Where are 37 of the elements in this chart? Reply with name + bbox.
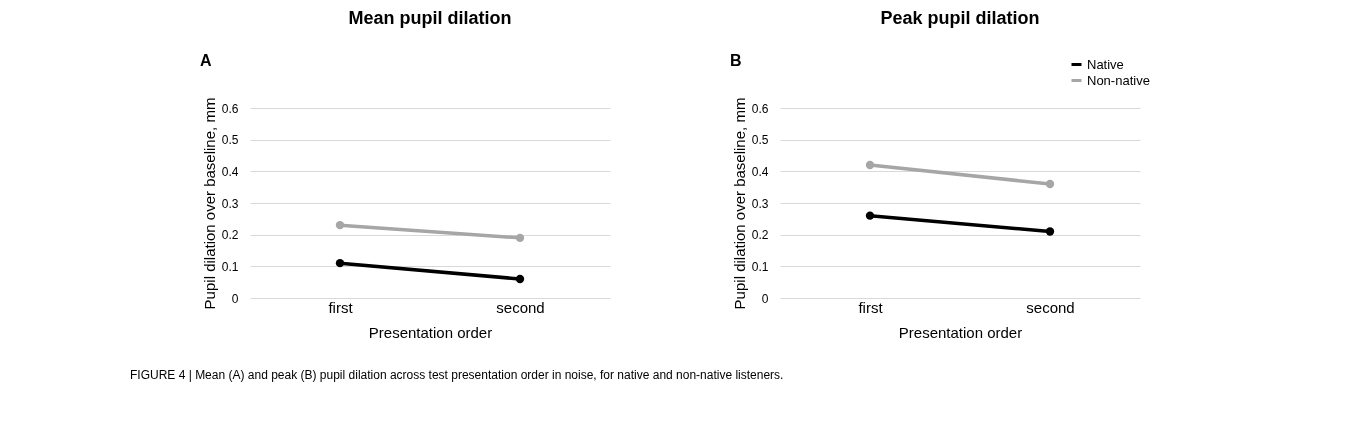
caption: FIGURE 4 | Mean (A) and peak (B) pupil dilation across test presentation order in noise, for native and non-native listeners. — [130, 368, 784, 382]
y-tick-label: 0 — [761, 291, 769, 306]
y-tick-label: 0.4 — [221, 164, 239, 179]
point — [515, 274, 525, 284]
y-tick-label: 0.3 — [221, 196, 239, 211]
point — [865, 211, 875, 220]
y-tick-label: 0.2 — [751, 228, 769, 243]
y-tick-label: 0 — [231, 291, 239, 306]
point — [865, 160, 875, 170]
x-axis-title: Presentation order — [898, 323, 1023, 341]
text: B — [730, 52, 742, 69]
x-tick-label: second — [1026, 298, 1075, 316]
y-tick-label: 0.6 — [751, 101, 769, 116]
x-tick-label: second — [496, 298, 545, 316]
legend-label: Non-native — [1087, 72, 1150, 88]
y-tick-label: 0.4 — [751, 164, 769, 179]
y-tick-label: 0.5 — [221, 133, 239, 148]
text: A — [200, 52, 212, 69]
x-tick-label: first — [328, 298, 354, 316]
y-axis-title: Pupil dilation over baseline, mm — [730, 97, 748, 310]
y-tick-label: 0.1 — [751, 259, 769, 274]
y-tick-label: 0.5 — [751, 133, 769, 148]
x-tick-label: first — [858, 298, 884, 316]
chart-title: Peak pupil dilation — [880, 8, 1040, 28]
chart-title: Mean pupil dilation — [348, 8, 512, 28]
y-axis-title: Pupil dilation over baseline, mm — [200, 97, 218, 310]
point — [1045, 227, 1055, 236]
point — [515, 233, 525, 243]
y-tick-label: 0.3 — [751, 196, 769, 211]
point — [335, 220, 345, 230]
x-axis-title: Presentation order — [368, 323, 493, 341]
point — [335, 258, 345, 268]
point — [1045, 179, 1055, 189]
y-tick-label: 0.1 — [221, 259, 239, 274]
legend-label: Native — [1087, 56, 1124, 72]
y-tick-label: 0.2 — [221, 228, 239, 243]
y-tick-label: 0.6 — [221, 101, 239, 116]
